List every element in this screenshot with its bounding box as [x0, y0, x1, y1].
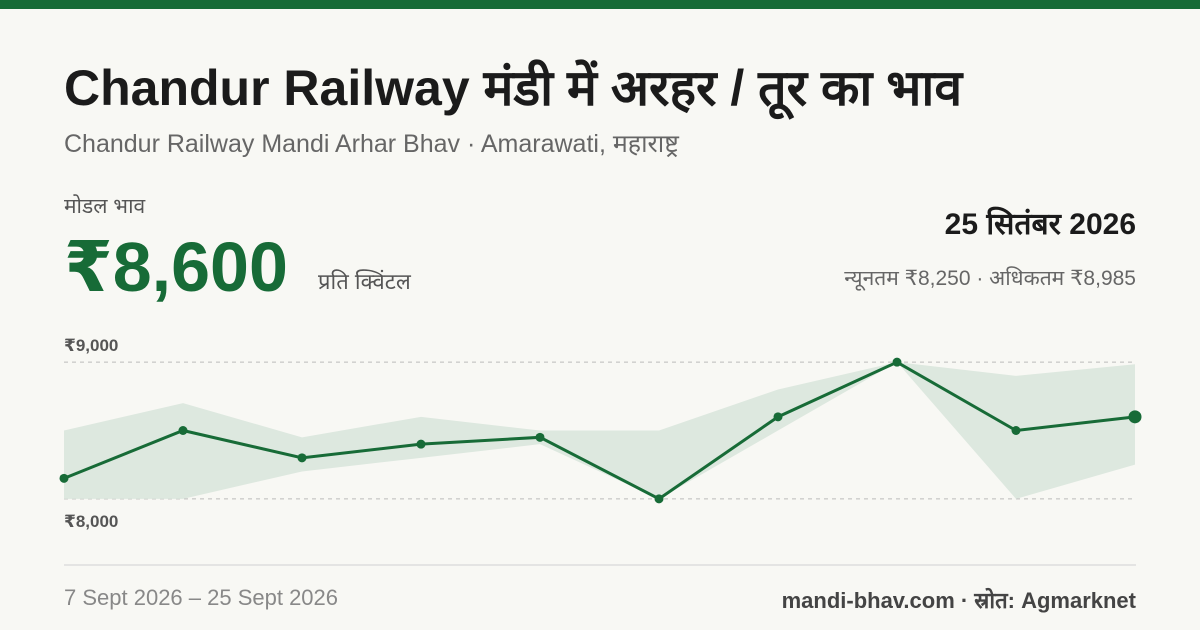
point [416, 439, 426, 449]
subtitle: Chandur Railway Mandi Arhar Bhav · Amara… [64, 130, 679, 158]
y-tick-label: ₹8,000 [64, 512, 118, 531]
point [773, 412, 783, 422]
point [178, 426, 188, 435]
point [1011, 426, 1021, 435]
point [892, 357, 902, 367]
point [59, 473, 69, 483]
point [297, 453, 307, 463]
point [1128, 410, 1142, 424]
price-line [63, 360, 1136, 501]
date: 25 सितंबर 2026 [944, 208, 1136, 241]
top-bar [0, 0, 1200, 9]
price-band [64, 362, 1135, 499]
modal-label: मोडल भाव [64, 195, 146, 218]
point [654, 494, 664, 504]
title: Chandur Railway मंडी में अरहर / तूर का भ… [64, 60, 963, 116]
point [535, 432, 545, 442]
y-tick-label: ₹9,000 [64, 336, 118, 355]
source: mandi-bhav.com · स्रोत: Agmarknet [781, 588, 1136, 613]
min-max: न्यूनतम ₹8,250 · अधिकतम ₹8,985 [844, 267, 1136, 290]
unit: प्रति क्विंटल [318, 269, 411, 294]
date-range: 7 Sept 2026 – 25 Sept 2026 [64, 585, 339, 610]
modal-price: ₹8,600 [64, 228, 288, 306]
